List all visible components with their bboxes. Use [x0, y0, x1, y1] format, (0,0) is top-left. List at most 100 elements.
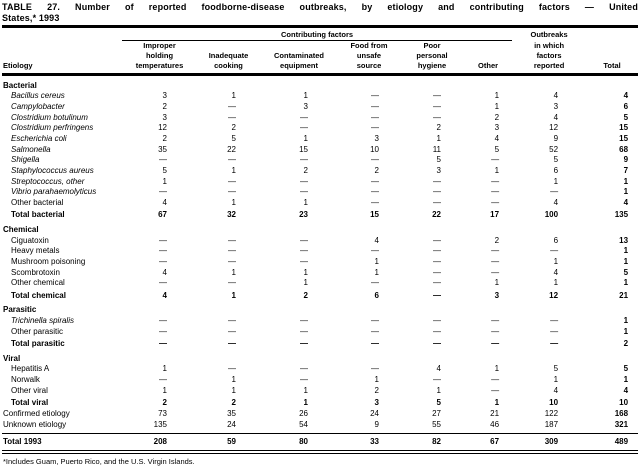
cell-value: 12 [549, 123, 559, 133]
etiology-label: Heavy metals [11, 246, 60, 256]
table-row: Bacterial [2, 74, 638, 90]
cell-value: 26 [299, 409, 308, 419]
cell-value: 11 [432, 144, 441, 154]
table-title: TABLE 27. Number of reported foodborne-d… [2, 2, 638, 24]
etiology-label: Ciguatoxin [11, 235, 49, 245]
col-header-other: Other [464, 40, 513, 76]
outbreaks-table: Contributing factors Outbreaks Etiology … [2, 29, 639, 455]
cell-value [338, 349, 400, 364]
cell-value: — [433, 338, 441, 348]
table-row: Total parasitic — — — — — — — 2 [2, 336, 638, 348]
cell-value: 5 [494, 144, 500, 154]
cell-value: 1 [494, 166, 500, 176]
table-row: Confirmed etiology 73 35 26 24 27 21 122… [2, 408, 638, 419]
cell-value: — [433, 101, 441, 111]
cell-value: 1 [623, 246, 629, 256]
cell-value: 1 [162, 176, 167, 186]
cell-value: 4 [162, 290, 167, 300]
cell-value: 1 [623, 374, 629, 384]
header-columns-row: Etiology Improper holding temperatures I… [2, 40, 639, 76]
cell-value: — [491, 155, 500, 165]
etiology-label: Mushroom poisoning [11, 257, 86, 267]
cell-value: 1 [231, 166, 236, 176]
cell-value: 2 [231, 123, 236, 133]
cell-value: 1 [374, 374, 379, 384]
cell-value: 10 [370, 144, 379, 154]
cell-value: 5 [623, 267, 629, 277]
cell-value [586, 220, 638, 235]
cell-value: 2 [374, 385, 379, 395]
cell-value [122, 349, 197, 364]
cell-value: — [159, 246, 167, 256]
cell-value: 5 [553, 155, 559, 165]
cell-value: 1 [303, 91, 308, 101]
cell-value: 100 [544, 210, 559, 220]
table-row: Other bacterial 4 1 1 — — — 4 4 [2, 197, 638, 208]
table-row: Vibrio parahaemolyticus — — — — — — — 1 [2, 186, 638, 197]
cell-value: 1 [494, 364, 500, 374]
cell-value: 5 [623, 112, 629, 122]
cell-value: — [433, 246, 441, 256]
cell-value: 2 [436, 123, 441, 133]
cell-value: 1 [494, 278, 500, 288]
cell-value [122, 300, 197, 315]
col-header-improper-holding-temperatures: Improper holding temperatures [122, 40, 197, 76]
etiology-label: Norwalk [11, 374, 40, 384]
cell-value: 3 [436, 166, 441, 176]
table-row: Unknown etiology 135 24 54 9 55 46 187 3… [2, 419, 638, 434]
cell-value: 1 [303, 385, 308, 395]
etiology-label: Hepatitis A [11, 364, 50, 374]
cell-value: — [433, 176, 441, 186]
cell-value: 15 [299, 144, 308, 154]
cell-value: — [300, 176, 308, 186]
cell-value: 4 [374, 235, 379, 245]
cell-value [464, 220, 512, 235]
etiology-label: Total chemical [11, 290, 66, 300]
table-row: Bacillus cereus 3 1 1 — — 1 4 4 [2, 90, 638, 101]
table-row: Ciguatoxin — — — 4 — 2 6 13 [2, 235, 638, 246]
cell-value: — [491, 267, 500, 277]
cell-value: — [371, 278, 379, 288]
cell-value: 32 [227, 210, 236, 220]
cell-value: — [433, 235, 441, 245]
cell-value [464, 74, 512, 90]
cell-value: — [491, 316, 500, 326]
cell-value: 5 [231, 134, 236, 144]
cell-value: — [371, 326, 379, 336]
cell-value: 2 [494, 112, 500, 122]
cell-value: 1 [303, 198, 308, 208]
cell-value: 4 [162, 198, 167, 208]
cell-value: 3 [162, 112, 167, 122]
cell-value: 17 [490, 210, 500, 220]
cell-value [197, 300, 260, 315]
table-row: Hepatitis A 1 — — — 4 1 5 5 [2, 363, 638, 374]
cell-value: — [159, 155, 167, 165]
cell-value: — [371, 91, 379, 101]
cell-value [512, 220, 586, 235]
cell-value: 3 [303, 101, 308, 111]
etiology-label: Clostridium perfringens [11, 123, 94, 133]
cell-value: — [300, 235, 308, 245]
col-header-food-from-unsafe-source: Food from unsafe source [338, 40, 400, 76]
table-row: Parasitic [2, 300, 638, 315]
cell-value: 2 [162, 397, 167, 407]
cell-value [586, 300, 638, 315]
cell-value: — [371, 316, 379, 326]
table-row: Total bacterial 67 32 23 15 22 17 100 13… [2, 208, 638, 220]
cell-value: — [550, 316, 559, 326]
cell-value: 9 [374, 420, 379, 430]
cell-value: 187 [544, 420, 559, 430]
cell-value: 168 [614, 409, 629, 419]
cell-value: 1 [553, 176, 559, 186]
cell-value: — [159, 235, 167, 245]
cell-value: 4 [553, 385, 559, 395]
cell-value: — [300, 326, 308, 336]
cell-value: 1 [494, 397, 500, 407]
cell-value: 5 [436, 397, 441, 407]
col-header-poor-personal-hygiene: Poor personal hygiene [400, 40, 464, 76]
cell-value: 1 [436, 385, 441, 395]
cell-value: 35 [227, 409, 236, 419]
etiology-label: Total bacterial [11, 210, 65, 220]
cell-value: — [228, 364, 236, 374]
table-row: Other chemical — — 1 — — 1 1 1 [2, 277, 638, 288]
